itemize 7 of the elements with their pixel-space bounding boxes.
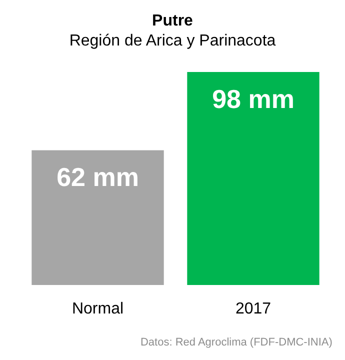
data-label: 62 mm bbox=[56, 162, 139, 192]
data-label: 98 mm bbox=[212, 84, 294, 114]
chart-title: Putre bbox=[152, 12, 194, 30]
x-tick-label: 2017 bbox=[235, 300, 272, 318]
text: Datos: Red Agroclima (FDF-DMC-INIA) bbox=[140, 336, 332, 348]
x-tick-label: Normal bbox=[72, 300, 124, 318]
chart-subtitle: Región de Arica y Parinacota bbox=[69, 32, 276, 50]
